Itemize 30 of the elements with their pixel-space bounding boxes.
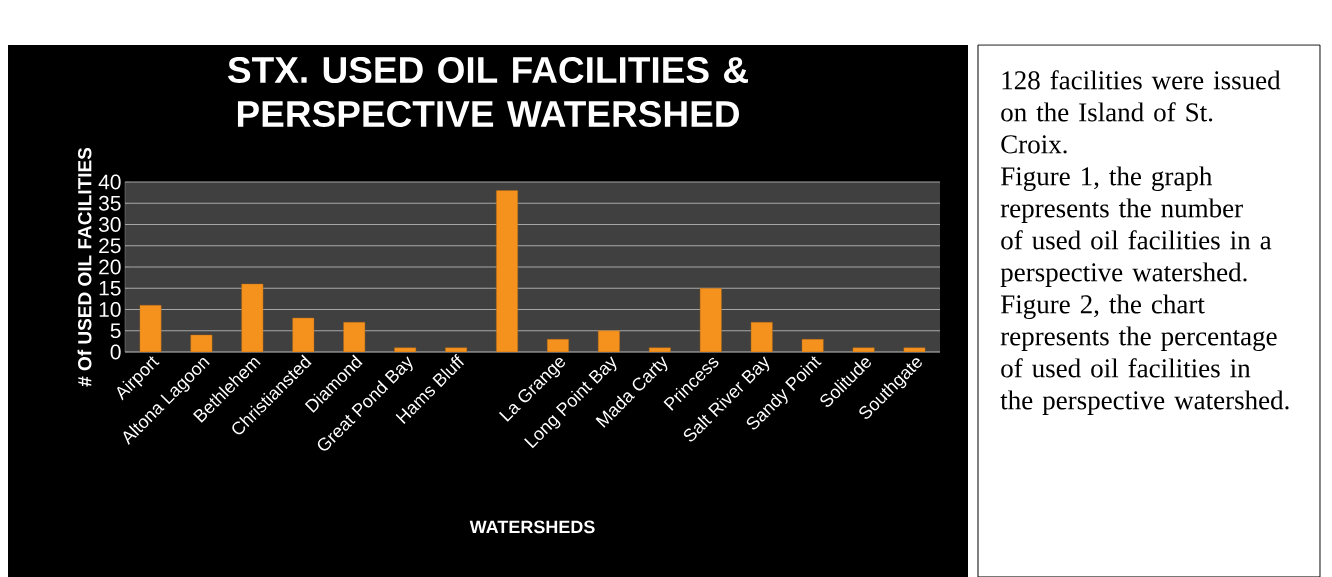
chart-title: STX. USED OIL FACILITIES & PERSPECTIVE WATERSHED	[228, 56, 748, 128]
bar	[750, 322, 773, 352]
bar	[190, 334, 213, 352]
y-tick-label: 35	[98, 195, 121, 211]
y-tick-label: 10	[99, 302, 121, 317]
bar	[292, 317, 315, 352]
bar	[241, 283, 264, 352]
y-axis-title: # Of USED OIL FACILITIES	[77, 147, 92, 387]
text: 128 facilities were issued on the Island of St. Croix.	[1001, 70, 1281, 154]
bar	[699, 288, 722, 352]
y-tick-label: 20	[99, 259, 121, 275]
y-tick-label: 40	[98, 174, 121, 190]
bar	[648, 347, 671, 352]
bar	[343, 322, 366, 352]
x-axis-title: WATERSHEDS	[469, 520, 595, 534]
y-tick-label: 15	[99, 280, 121, 296]
bar	[598, 330, 620, 352]
bar	[547, 339, 569, 352]
bar	[903, 347, 926, 352]
y-tick-label: 30	[98, 217, 121, 232]
caption: Figure 2, the chart represents the percentage of used oil facilities in the perspective watershed.	[1000, 294, 1289, 415]
bar	[394, 347, 417, 352]
bar	[496, 190, 518, 352]
bar	[801, 339, 824, 352]
bar	[445, 347, 467, 352]
bar	[852, 347, 875, 352]
y-tick-label: 5	[110, 323, 121, 339]
caption: Figure 1, the graph represents the number of used oil facilities in a perspective watershed.	[1000, 166, 1272, 287]
bar	[139, 305, 162, 352]
y-tick-label: 25	[99, 238, 121, 254]
